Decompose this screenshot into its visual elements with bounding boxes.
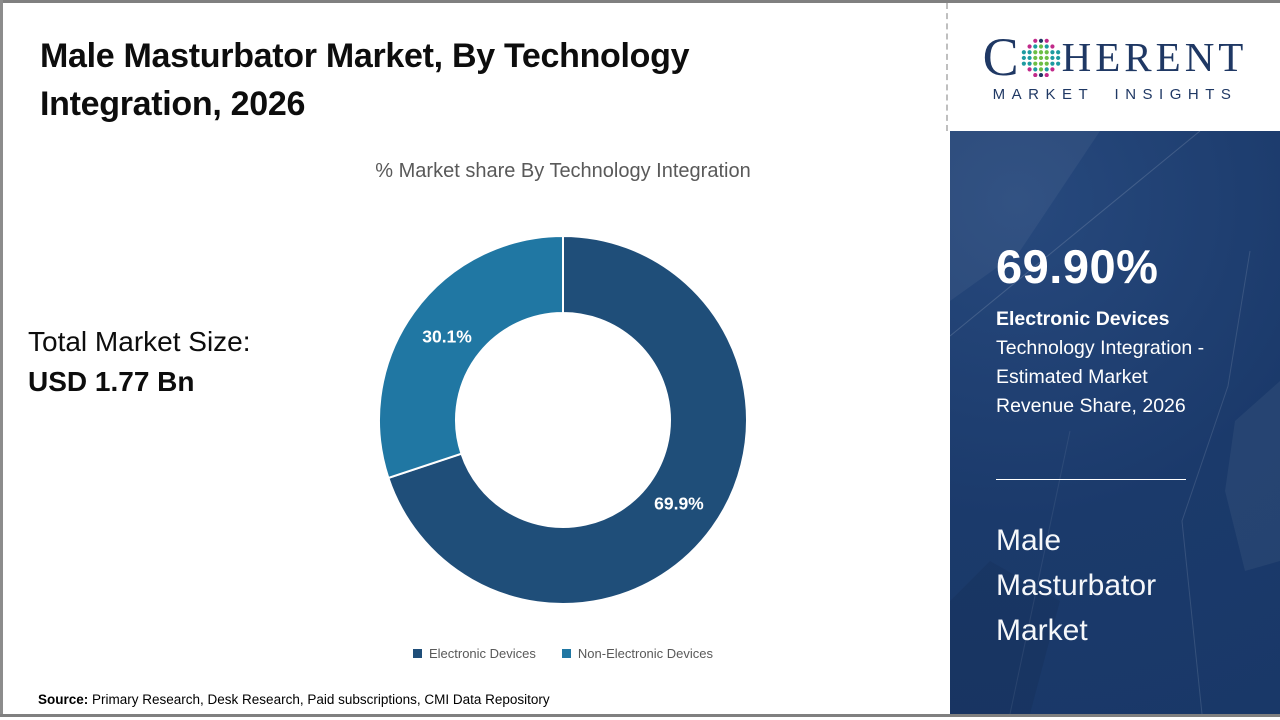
left-border [0, 0, 3, 717]
logo-tagline: MARKET INSIGHTS [992, 85, 1238, 103]
legend-label: Non-Electronic Devices [577, 646, 714, 661]
slice-label: 69.9% [654, 494, 704, 514]
source-note: Source: Primary Research, Desk Research,… [38, 692, 550, 707]
page-title: Male Masturbator Market, By Technology I… [40, 37, 690, 123]
legend-swatch [412, 649, 422, 658]
chart-slice-electronic-devices [387, 234, 748, 605]
panel-market-name: Male Masturbator Market [996, 524, 1157, 647]
donut-chart-svg: 69.9% 30.1% [378, 234, 748, 605]
world-map-texture [950, 131, 1280, 714]
slice-label: 30.1% [422, 326, 472, 346]
panel-divider [996, 479, 1186, 480]
source-text: Primary Research, Desk Research, Paid su… [88, 692, 550, 707]
stat-description: Technology Integration - Estimated Marke… [996, 337, 1205, 417]
legend-swatch [561, 649, 571, 658]
logo-separator [946, 3, 948, 131]
info-panel-content: 69.90% Electronic Devices Technology Int… [950, 239, 1280, 653]
chart-legend: Electronic Devices Non-Electronic Devices [180, 646, 946, 661]
logo-herent: HERENT [1061, 33, 1248, 80]
info-panel: 69.90% Electronic Devices Technology Int… [950, 131, 1280, 714]
logo-area: C HERENT MARKET INSIGHTS [950, 3, 1280, 131]
legend-item: Electronic Devices [412, 646, 536, 661]
total-market-label: Total Market Size: [28, 326, 251, 357]
legend-item: Non-Electronic Devices [561, 646, 714, 661]
bottom-border [0, 714, 1280, 717]
legend-label: Electronic Devices [428, 646, 536, 661]
chart-slice-non-electronic-devices [378, 234, 564, 480]
top-border [0, 0, 1280, 3]
total-market-value: USD 1.77 Bn [28, 366, 195, 397]
stat-value: 69.90% [996, 240, 1159, 293]
chart-subtitle: % Market share By Technology Integration [375, 160, 751, 182]
source-label: Source: [38, 692, 89, 707]
donut-chart: 69.9% 30.1% [373, 230, 753, 610]
total-market-size: Total Market Size: USD 1.77 Bn [28, 322, 251, 402]
coherent-logo: C HERENT [982, 26, 1248, 87]
logo-letter-c: C [982, 26, 1019, 87]
stat-category: Electronic Devices [996, 308, 1170, 330]
coherent-globe-icon [1021, 38, 1060, 77]
